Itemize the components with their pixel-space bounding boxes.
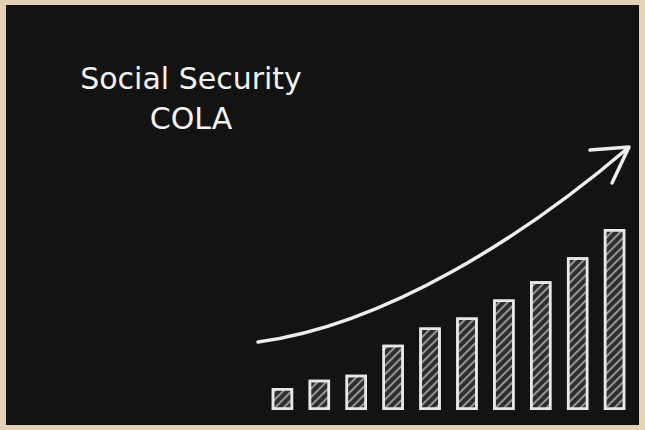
- svg-text:Social Security: Social Security: [80, 61, 302, 96]
- svg-text:COLA: COLA: [150, 101, 233, 136]
